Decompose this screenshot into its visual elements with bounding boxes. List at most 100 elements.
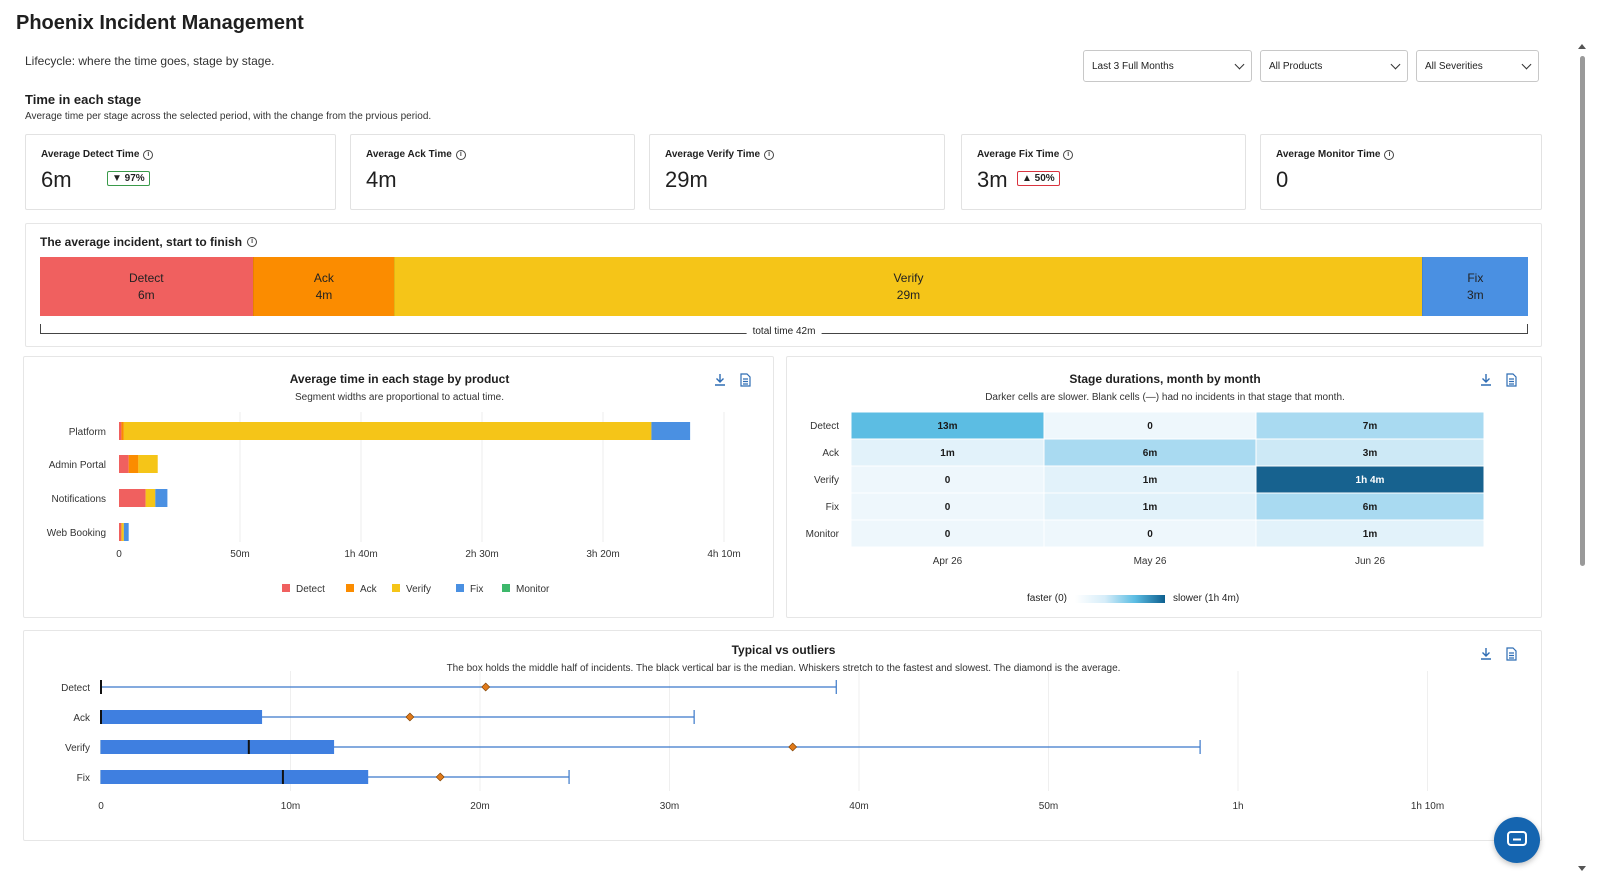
- info-icon[interactable]: i: [764, 149, 775, 160]
- timeline-bar: Detect 6m Ack 4m Verify 29m Fix 3m: [40, 257, 1528, 316]
- info-icon[interactable]: i: [247, 237, 258, 247]
- products-select[interactable]: All Products: [1260, 50, 1408, 82]
- document-icon[interactable]: [738, 373, 752, 387]
- heatmap-cell-label: 3m: [1363, 448, 1378, 459]
- heatmap-cell: [850, 438, 1045, 467]
- box-chart-title: Typical vs outliers: [731, 643, 836, 657]
- x-tick-label: 20m: [470, 801, 489, 812]
- kpi-card-monitor: Average Monitor Time i 0: [1260, 134, 1542, 210]
- kpi-card-fix: Average Fix Time i 3m ▲ 50%: [961, 134, 1246, 210]
- timeline-segment-ack[interactable]: Ack 4m: [252, 257, 395, 316]
- app-title: Phoenix Incident Management: [16, 12, 304, 34]
- bar-segment-detect: [119, 455, 129, 473]
- info-icon[interactable]: i: [455, 149, 466, 160]
- kpi-value: 6m: [41, 167, 72, 192]
- segment-value: 4m: [315, 287, 333, 302]
- period-select[interactable]: Last 3 Full Months: [1083, 50, 1252, 82]
- bar-segment-fix: [123, 523, 129, 541]
- y-category-label: Ack: [73, 713, 91, 724]
- heatmap-column-label: Apr 26: [933, 556, 963, 567]
- kpi-value: 3m: [977, 167, 1008, 192]
- legend-swatch: [502, 584, 510, 592]
- box-chart-subtitle: The box holds the middle half of inciden…: [446, 663, 1121, 674]
- timeline-segment-detect[interactable]: Detect 6m: [40, 257, 253, 316]
- chevron-down-icon: [1521, 59, 1532, 69]
- products-select-value: All Products: [1269, 60, 1323, 72]
- heatmap-cell: [850, 465, 1045, 494]
- x-tick-label: 1h 40m: [344, 549, 377, 560]
- total-time-label: total time 42m: [746, 326, 822, 337]
- x-tick-label: 1h: [1232, 801, 1243, 812]
- legend-swatch: [346, 584, 354, 592]
- product-chart: 0 50m 1h 40m 2h 30m 3h 20m 4h 10m Platform Admi…: [47, 412, 741, 595]
- kpi-label: Average Fix Time: [977, 149, 1060, 160]
- heatmap-cell-label: 7m: [1363, 421, 1378, 432]
- heatmap-cell-label: 1m: [940, 448, 955, 459]
- kpi-card-ack: Average Ack Time i 4m: [350, 134, 635, 210]
- legend-label: Detect: [296, 584, 325, 595]
- legend-high-label: slower (1h 4m): [1173, 593, 1240, 604]
- kpi-label: Average Ack Time: [366, 149, 452, 160]
- chevron-down-icon: [1234, 59, 1245, 69]
- scrollbar-thumb[interactable]: [1580, 56, 1585, 566]
- scrollbar[interactable]: [1578, 40, 1586, 880]
- kpi-card-verify: Average Verify Time i 29m: [649, 134, 945, 210]
- heatmap-row-label: Monitor: [806, 529, 840, 540]
- timeline-header: The average incident, start to finish i: [40, 235, 258, 249]
- x-tick-label: 3h 20m: [586, 549, 619, 560]
- severities-select[interactable]: All Severities: [1416, 50, 1539, 82]
- legend-low-label: faster (0): [1027, 593, 1068, 604]
- download-icon[interactable]: [713, 373, 727, 387]
- x-tick-label: 0: [116, 549, 122, 560]
- chevron-down-icon: [1390, 59, 1401, 69]
- timeline-segment-verify[interactable]: Verify 29m: [394, 257, 1422, 316]
- heatmap-cell-label: 0: [945, 502, 951, 513]
- legend-swatch: [392, 584, 400, 592]
- heatmap-cell-label: 1m: [1363, 529, 1378, 540]
- heatmap-cell: [1043, 492, 1257, 521]
- info-icon[interactable]: i: [1063, 149, 1074, 160]
- heatmap-column-label: May 26: [1134, 556, 1167, 567]
- mean-diamond: [435, 772, 445, 782]
- heatmap-row-label: Detect: [810, 421, 839, 432]
- heatmap-cell-label: 6m: [1363, 502, 1378, 513]
- x-tick-label: 2h 30m: [465, 549, 498, 560]
- timeline-title: The average incident, start to finish: [40, 235, 243, 249]
- segment-value: 6m: [137, 287, 155, 302]
- document-icon[interactable]: [1504, 373, 1518, 387]
- x-tick-label: 0: [98, 801, 104, 812]
- box-chart-panel: Typical vs outliers The box holds the mi…: [23, 630, 1542, 841]
- heatmap-chart: Detect 13m 0 7m Ack 1m 6m 3m Verify 0 1m 1h 4m Fix 0 1…: [806, 411, 1485, 567]
- x-tick-label: 50m: [1039, 801, 1058, 812]
- heatmap-cell-label: 6m: [1143, 448, 1158, 459]
- segment-name: Ack: [313, 270, 334, 285]
- download-icon[interactable]: [1479, 373, 1493, 387]
- legend-label: Ack: [360, 584, 378, 595]
- heatmap-cell: [1255, 519, 1485, 548]
- segment-name: Fix: [1467, 270, 1484, 285]
- change-badge-down: ▼ 97%: [107, 171, 150, 186]
- heatmap-cell-label: 13m: [937, 421, 957, 432]
- product-chart-title: Average time in each stage by product: [289, 372, 510, 386]
- kpi-value: 29m: [665, 167, 708, 192]
- timeline-panel: The average incident, start to finish i …: [25, 223, 1542, 347]
- scroll-up-icon[interactable]: [1578, 44, 1586, 49]
- bar-segment-fix: [651, 422, 691, 440]
- change-badge-up: ▲ 50%: [1017, 171, 1060, 186]
- heatmap-cell: [1255, 438, 1485, 467]
- section-title: Time in each stage: [25, 92, 142, 107]
- scroll-down-icon[interactable]: [1578, 866, 1586, 871]
- filter-bar: Last 3 Full Months All Products All Seve…: [1083, 50, 1539, 82]
- info-icon[interactable]: i: [1384, 149, 1395, 160]
- info-icon[interactable]: i: [143, 149, 154, 160]
- chat-button[interactable]: [1494, 817, 1540, 863]
- heatmap-cell-label: 0: [945, 475, 951, 486]
- document-icon[interactable]: [1504, 647, 1518, 661]
- bar-segment-detect: [119, 422, 122, 440]
- x-tick-label: 1h 10m: [1411, 801, 1444, 812]
- kpi-label: Average Monitor Time: [1276, 149, 1381, 160]
- timeline-segment-fix[interactable]: Fix 3m: [1421, 257, 1528, 316]
- kpi-value: 4m: [366, 167, 397, 192]
- download-icon[interactable]: [1479, 647, 1493, 661]
- product-chart-subtitle: Segment widths are proportional to actua…: [295, 392, 504, 403]
